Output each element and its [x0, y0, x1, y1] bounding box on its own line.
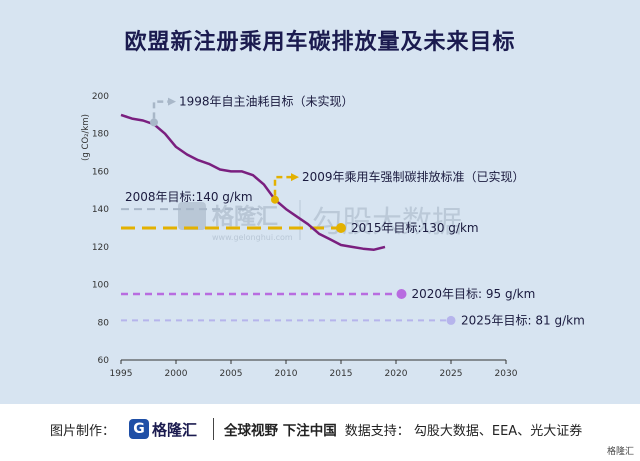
target-label-2025: 2025年目标: 81 g/km: [461, 313, 585, 327]
target-lines: 2008年目标:140 g/km 2015年目标:130 g/km 2020年目标:…: [121, 190, 585, 327]
axes: 1995 2000 2005 2010 2015 2020 2025 2030 60 80 100 1…: [81, 92, 518, 379]
annotation-marker-2009: [271, 195, 279, 204]
watermark: 格隆汇 www.gelonghui.com 勾股大数据: [178, 200, 462, 242]
line-chart: 格隆汇 www.gelonghui.com 勾股大数据 1995 2000 2005…: [81, 92, 585, 379]
x-tick-label: 1995: [110, 369, 133, 379]
footer-divider: [213, 418, 215, 440]
target-label-2020: 2020年目标: 95 g/km: [412, 287, 536, 301]
target-label-2008: 2008年目标:140 g/km: [125, 190, 253, 204]
target-marker-2020: [396, 289, 407, 299]
y-tick-label: 120: [92, 243, 109, 253]
x-tick-label: 2005: [220, 369, 243, 379]
footer-content: 图片制作： G 格隆汇 全球视野 下注中国 数据支持： 勾股大数据、EEA、光大…: [50, 418, 582, 440]
chart-title: 欧盟新注册乘用车碳排放量及未来目标: [124, 30, 516, 55]
watermark-url: www.gelonghui.com: [212, 233, 293, 242]
target-marker-2015: [336, 223, 346, 233]
brand-logo: G 格隆汇: [129, 419, 197, 440]
x-tick-label: 2010: [275, 369, 298, 379]
annotation-text-2009: 2009年乘用车强制碳排放标准（已实现）: [302, 169, 525, 184]
watermark-logo-box: [178, 202, 206, 230]
y-tick-label: 140: [92, 205, 109, 215]
y-tick-label: 160: [92, 167, 109, 177]
annotation-arrow-1998: [152, 100, 168, 119]
y-axis-label: (g CO₂/km): [81, 114, 91, 161]
annotation-text-1998: 1998年自主油耗目标（未实现）: [179, 94, 354, 109]
corner-mark: 格隆汇: [606, 447, 634, 457]
y-tick-label: 80: [98, 318, 110, 328]
brand-logo-text: 格隆汇: [152, 420, 198, 439]
annotation-arrowhead-2009: [291, 173, 299, 182]
x-tick-label: 2020: [385, 369, 408, 379]
footer-slogan: 全球视野 下注中国: [224, 423, 337, 439]
y-tick-label: 180: [92, 130, 109, 140]
x-tick-label: 2030: [495, 369, 518, 379]
annotation-arrowhead-1998: [168, 97, 176, 106]
series-line-emissions: [120, 113, 386, 251]
x-tick-label: 2000: [165, 369, 188, 379]
y-tick-label: 200: [92, 92, 109, 102]
series-lines: [120, 113, 386, 251]
target-marker-2025: [446, 315, 456, 325]
y-tick-label: 60: [98, 356, 110, 366]
footer: 图片制作： G 格隆汇 全球视野 下注中国 数据支持： 勾股大数据、EEA、光大…: [0, 404, 640, 461]
target-label-2015: 2015年目标:130 g/km: [351, 221, 479, 235]
watermark-brand: 格隆汇: [212, 204, 278, 230]
footer-data-support: 数据支持： 勾股大数据、EEA、光大证券: [344, 423, 583, 439]
watermark-source: 勾股大数据: [312, 205, 462, 240]
brand-logo-icon: G: [129, 419, 150, 439]
x-tick-label: 2025: [440, 369, 463, 379]
footer-made-by: 图片制作：: [50, 423, 116, 439]
x-tick-label: 2015: [330, 369, 353, 379]
annotations: 1998年自主油耗目标（未实现） 2009年乘用车强制碳排放标准（已实现）: [150, 94, 525, 204]
y-tick-label: 100: [92, 281, 109, 291]
annotation-marker-1998: [150, 118, 158, 127]
annotation-arrow-2009: [273, 175, 291, 196]
